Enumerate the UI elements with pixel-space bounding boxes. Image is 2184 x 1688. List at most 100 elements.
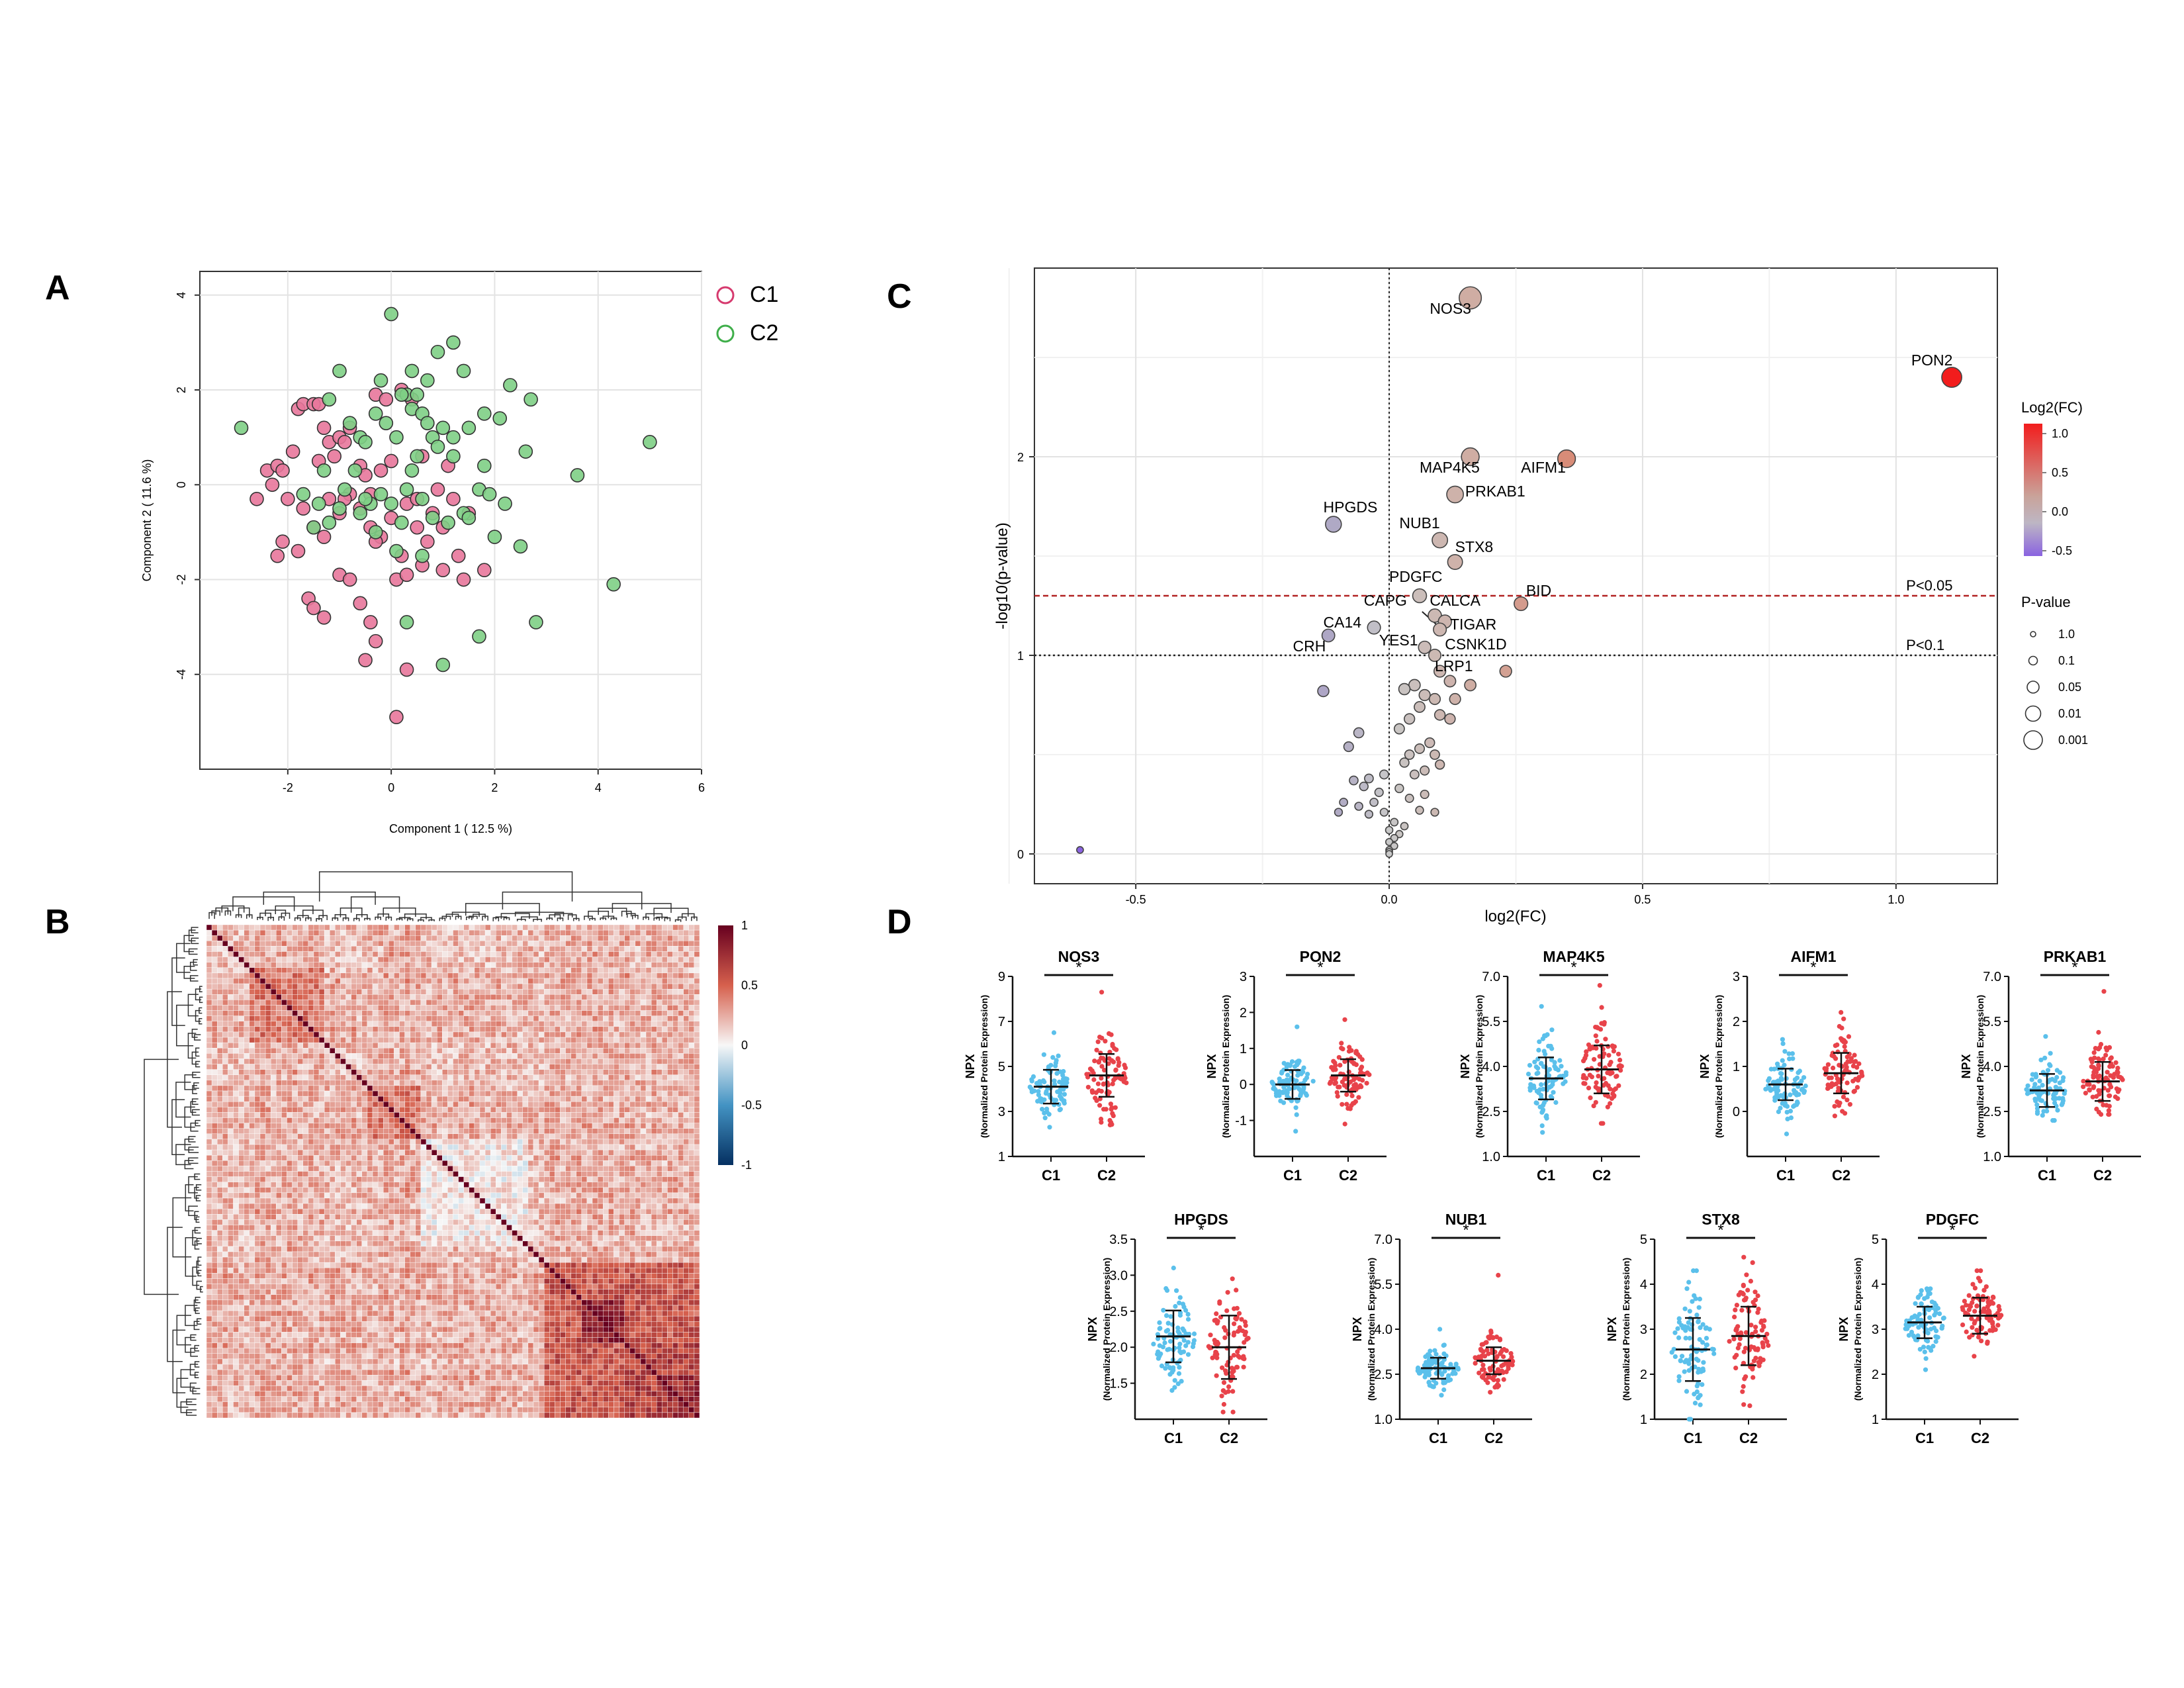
heatmap-cell — [694, 1160, 700, 1166]
heatmap-cell — [345, 1102, 351, 1107]
heatmap-cell — [592, 1128, 598, 1135]
heatmap-cell — [614, 1155, 619, 1161]
heatmap-cell — [501, 1005, 507, 1011]
heatmap-cell — [265, 978, 271, 984]
heatmap-cell — [388, 1058, 394, 1064]
heatmap-cell — [292, 972, 298, 979]
heatmap-cell — [458, 1026, 464, 1033]
heatmap-cell — [345, 1037, 351, 1043]
heatmap-cell — [426, 941, 432, 947]
heatmap-cell — [330, 1166, 336, 1172]
heatmap-cell — [592, 1085, 598, 1092]
heatmap-cell — [576, 1123, 582, 1129]
heatmap-cell — [522, 1069, 529, 1075]
heatmap-cell — [624, 1005, 630, 1011]
heatmap-cell — [437, 1176, 443, 1182]
heatmap-cell — [442, 1149, 448, 1156]
heatmap-cell — [313, 994, 320, 1000]
heatmap-cell — [614, 1015, 619, 1021]
heatmap-cell — [570, 978, 576, 984]
heatmap-cell — [404, 1102, 410, 1107]
heatmap-cell — [388, 1064, 394, 1070]
heatmap-cell — [608, 929, 614, 936]
heatmap-cell — [657, 983, 662, 990]
heatmap-cell — [313, 1031, 320, 1038]
heatmap-cell — [619, 1000, 625, 1006]
heatmap-cell — [281, 946, 287, 952]
heatmap-cell — [330, 1085, 336, 1092]
heatmap-cell — [586, 1144, 593, 1150]
heatmap-cell — [361, 1107, 368, 1113]
heatmap-cell — [543, 1096, 550, 1102]
heatmap-cell — [318, 1182, 325, 1188]
heatmap-cell — [222, 1149, 228, 1156]
heatmap-cell — [404, 983, 410, 990]
heatmap-cell — [351, 1000, 357, 1006]
heatmap-cell — [442, 1058, 448, 1064]
heatmap-cell — [614, 951, 619, 957]
heatmap-cell — [657, 935, 662, 941]
heatmap-cell — [576, 1069, 582, 1075]
heatmap-cell — [249, 1053, 255, 1059]
heatmap-cell — [597, 1042, 604, 1049]
heatmap-cell — [292, 1133, 298, 1140]
heatmap-cell — [313, 1069, 320, 1075]
heatmap-cell — [527, 1112, 534, 1118]
heatmap-cell — [592, 972, 598, 979]
heatmap-cell — [265, 1042, 271, 1049]
heatmap-cell — [410, 1176, 416, 1182]
heatmap-cell — [694, 1005, 700, 1011]
heatmap-cell — [372, 967, 379, 974]
heatmap-cell — [254, 1069, 261, 1075]
heatmap-cell — [586, 972, 593, 979]
heatmap-cell — [431, 1160, 437, 1166]
pca-point-c2 — [368, 406, 383, 421]
heatmap-cell — [442, 1021, 448, 1027]
heatmap-cell — [662, 1069, 668, 1075]
heatmap-cell — [533, 1058, 539, 1064]
heatmap-cell — [469, 941, 475, 947]
heatmap-cell — [222, 1160, 228, 1166]
heatmap-cell — [302, 1015, 309, 1021]
heatmap-cell — [330, 1074, 336, 1081]
heatmap-cell — [292, 924, 298, 931]
heatmap-cell — [228, 1026, 234, 1033]
heatmap-cell — [619, 929, 625, 936]
heatmap-cell — [351, 1133, 357, 1140]
heatmap-cell — [228, 1074, 234, 1081]
heatmap-cell — [603, 1123, 609, 1129]
heatmap-cell — [388, 1053, 394, 1059]
heatmap-cell — [565, 1005, 571, 1011]
heatmap-cell — [372, 1187, 379, 1194]
heatmap-cell — [555, 978, 561, 984]
heatmap-cell — [431, 1171, 437, 1177]
heatmap-cell — [678, 962, 684, 968]
heatmap-cell — [244, 1090, 250, 1097]
heatmap-cell — [442, 1085, 448, 1092]
heatmap-cell — [302, 1042, 309, 1049]
heatmap-cell — [383, 1171, 389, 1177]
heatmap-cell — [388, 1155, 394, 1161]
heatmap-cell — [431, 1085, 437, 1092]
heatmap-cell — [228, 1053, 234, 1059]
heatmap-cell — [458, 1021, 464, 1027]
heatmap-cell — [501, 1133, 507, 1140]
heatmap-cell — [614, 962, 619, 968]
heatmap-cell — [330, 946, 336, 952]
heatmap-cell — [415, 972, 422, 979]
heatmap-cell — [645, 1102, 652, 1107]
heatmap-cell — [217, 1171, 223, 1177]
heatmap-cell — [292, 1000, 298, 1006]
heatmap-cell — [351, 1112, 357, 1118]
heatmap-cell — [533, 1149, 539, 1156]
heatmap-cell — [276, 951, 282, 957]
heatmap-cell — [506, 941, 512, 947]
heatmap-cell — [506, 957, 512, 962]
heatmap-cell — [614, 1123, 619, 1129]
heatmap-cell — [678, 1123, 684, 1129]
heatmap-cell — [581, 1026, 588, 1033]
heatmap-cell — [324, 1166, 330, 1172]
heatmap-cell — [694, 1048, 700, 1054]
heatmap-cell — [318, 1096, 325, 1102]
heatmap-cell — [313, 1021, 320, 1027]
